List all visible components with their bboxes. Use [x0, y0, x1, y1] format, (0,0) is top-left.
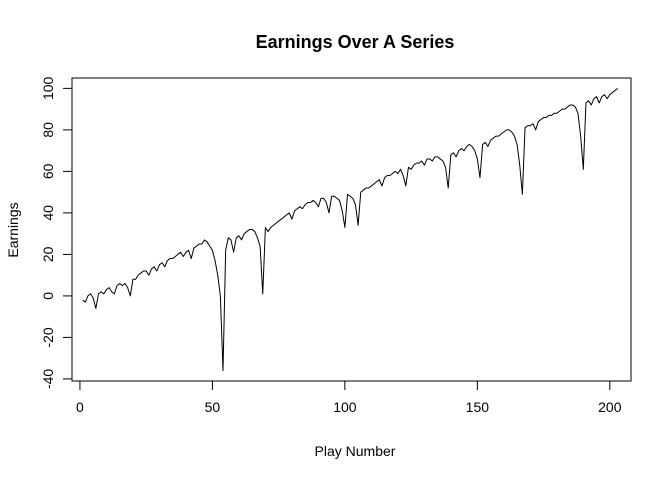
x-tick-label: 50 — [205, 399, 221, 415]
plot-frame — [71, 77, 632, 382]
earnings-series-line — [82, 87, 619, 372]
chart-title: Earnings Over A Series — [256, 32, 455, 52]
y-tick-label: 100 — [40, 76, 56, 100]
x-tick-label: 100 — [333, 399, 357, 415]
x-tick-label: 200 — [598, 399, 622, 415]
y-tick-label: 80 — [40, 122, 56, 138]
y-tick-label: 0 — [40, 292, 56, 300]
y-axis: -40 -20 0 20 40 60 80 100 — [40, 76, 73, 389]
y-tick-label: -20 — [40, 327, 56, 347]
x-tick-label: 0 — [76, 399, 84, 415]
x-tick-label: 150 — [466, 399, 490, 415]
y-tick-label: 40 — [40, 205, 56, 221]
y-tick-label: 20 — [40, 246, 56, 262]
x-axis: 0 50 100 150 200 — [76, 380, 622, 415]
y-tick-label: -40 — [40, 369, 56, 389]
x-axis-label: Play Number — [315, 443, 396, 459]
y-tick-label: 60 — [40, 163, 56, 179]
y-axis-label: Earnings — [5, 202, 21, 257]
